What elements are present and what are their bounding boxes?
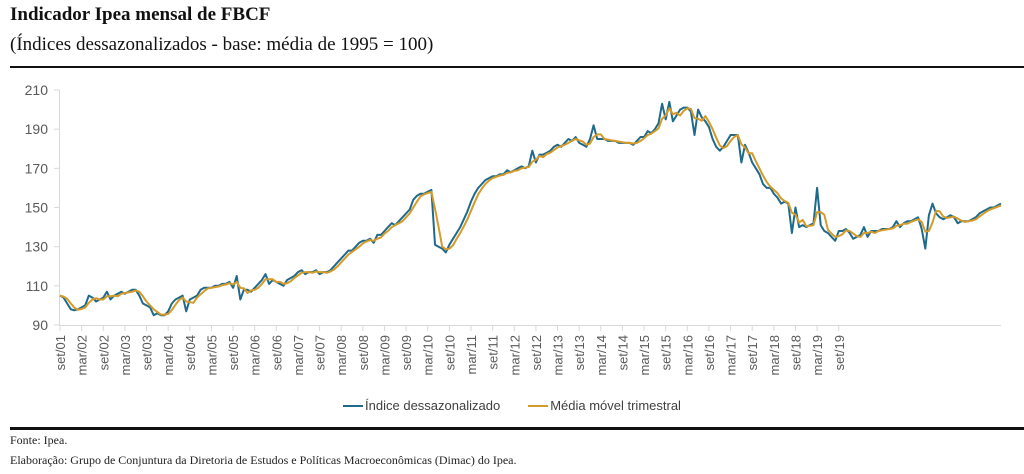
top-rule (10, 66, 1024, 68)
chart-subtitle: (Índices dessazonalizados - base: média … (10, 34, 434, 55)
x-tick-label: set/12 (529, 335, 544, 370)
x-tick-label: mar/14 (594, 335, 609, 375)
y-axis: 90 110 130 150 170 190 210 (25, 82, 60, 333)
x-tick-label: set/02 (96, 335, 111, 370)
y-tick-label: 110 (26, 278, 49, 294)
series-line-indice-dessazonalizado (59, 100, 1002, 317)
y-tick-label: 90 (32, 317, 48, 333)
y-tick-label: 150 (25, 200, 49, 216)
legend-swatch-moving-average (528, 404, 549, 407)
line-chart: 90 110 130 150 170 190 210 set/01 mar/02 set/02 m… (25, 82, 1002, 375)
source-note: Fonte: Ipea. (10, 433, 68, 447)
x-tick-label: mar/12 (507, 335, 522, 375)
y-tick-label: 190 (25, 121, 49, 137)
x-tick-label: set/16 (702, 335, 717, 370)
series-layer (59, 100, 1002, 317)
x-tick-label: mar/11 (464, 335, 479, 375)
x-tick-label: set/15 (659, 335, 674, 370)
x-tick-label: mar/05 (204, 335, 219, 375)
legend-label-moving-average: Média móvel trimestral (550, 398, 681, 413)
x-tick-label: set/19 (832, 335, 847, 370)
legend-swatch-index (343, 404, 364, 407)
legend: Índice dessazonalizado Média móvel trime… (0, 398, 1024, 413)
credit-note: Elaboração: Grupo de Conjuntura da Diret… (10, 453, 517, 467)
bottom-rule (10, 427, 1024, 430)
x-tick-label: set/03 (140, 335, 155, 370)
series-line-media-movel-trimestral (59, 107, 1002, 316)
x-tick-label: mar/19 (810, 335, 825, 375)
x-tick-label: set/06 (269, 335, 284, 370)
x-tick-label: mar/08 (334, 335, 349, 375)
x-tick-label: set/08 (356, 335, 371, 370)
x-axis: set/01 mar/02 set/02 mar/03 set/03 mar/04 set/… (53, 325, 1001, 375)
y-tick-label: 170 (25, 160, 49, 176)
x-tick-label: set/05 (226, 335, 241, 370)
x-tick-label: mar/13 (551, 335, 566, 375)
x-tick-label: mar/07 (291, 335, 306, 375)
x-tick-label: set/13 (572, 335, 587, 370)
y-tick-label: 130 (25, 239, 49, 255)
x-tick-label: mar/17 (724, 335, 739, 375)
x-tick-label: mar/16 (680, 335, 695, 375)
x-tick-label: mar/02 (75, 335, 90, 375)
x-tick-label: mar/04 (161, 335, 176, 375)
x-tick-label: set/01 (53, 335, 68, 370)
chart-title: Indicador Ipea mensal de FBCF (10, 4, 271, 25)
x-tick-label: mar/06 (248, 335, 263, 375)
x-tick-label: mar/09 (377, 335, 392, 375)
x-tick-label: set/11 (486, 335, 501, 369)
x-tick-label: mar/15 (637, 335, 652, 375)
x-tick-label: set/10 (442, 335, 457, 370)
x-tick-label: mar/03 (118, 335, 133, 375)
x-tick-label: mar/10 (421, 335, 436, 375)
x-tick-label: set/17 (745, 335, 760, 370)
x-tick-label: set/04 (183, 335, 198, 370)
x-tick-label: set/09 (399, 335, 414, 370)
y-tick-label: 210 (25, 82, 49, 98)
legend-label-index: Índice dessazonalizado (365, 398, 501, 413)
x-tick-label: set/14 (615, 335, 630, 370)
legend-item-index: Índice dessazonalizado (343, 398, 500, 413)
x-tick-label: set/07 (313, 335, 328, 370)
x-tick-label: mar/18 (767, 335, 782, 375)
legend-item-moving-average: Média móvel trimestral (528, 398, 681, 413)
x-tick-label: set/18 (788, 335, 803, 370)
